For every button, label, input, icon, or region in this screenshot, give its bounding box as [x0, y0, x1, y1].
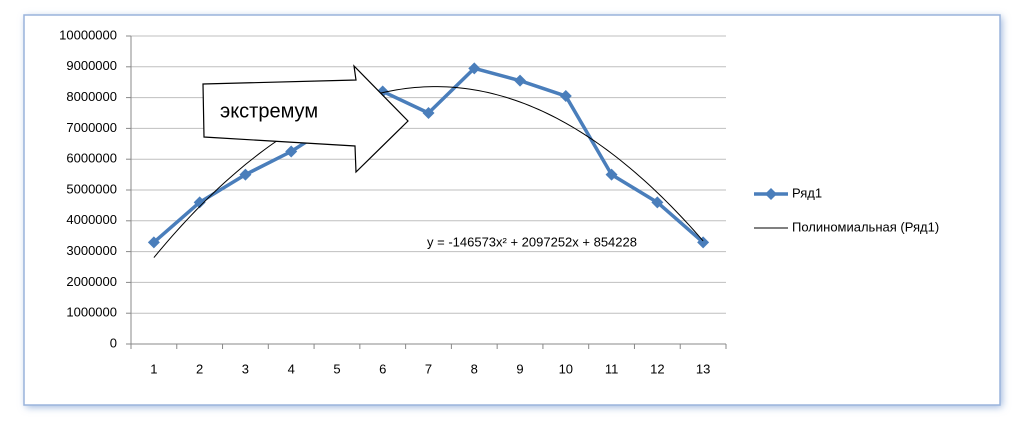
legend-label: Ряд1 [792, 185, 822, 200]
data-point [468, 62, 481, 75]
x-tick-label: 5 [333, 361, 340, 376]
data-point [239, 168, 252, 181]
x-tick-label: 11 [605, 361, 619, 376]
data-point [559, 90, 572, 103]
chart-frame [23, 14, 1001, 406]
y-tick-label: 3000000 [66, 243, 117, 258]
plot-area: 0 1000000 2000000 3000000 4000000 5000000 6000… [59, 27, 939, 376]
x-tick-label: 6 [379, 361, 386, 376]
data-point [422, 107, 435, 119]
y-tick-label: 9000000 [66, 58, 117, 73]
y-tick-label: 8000000 [66, 89, 117, 104]
data-point [651, 196, 664, 209]
y-tick-label: 4000000 [66, 212, 117, 227]
y-tick-label: 0 [110, 335, 117, 350]
annotation-text: экстремум [220, 100, 318, 122]
data-point [193, 196, 206, 209]
x-tick-label: 8 [471, 361, 478, 376]
data-point [697, 236, 710, 249]
y-tick-label: 7000000 [66, 120, 117, 135]
y-tick-label: 10000000 [59, 27, 117, 42]
legend-marker [765, 188, 777, 200]
x-tick-label: 3 [242, 361, 249, 376]
x-tick-label: 10 [559, 361, 573, 376]
data-point [514, 74, 527, 87]
y-tick-label: 5000000 [66, 181, 117, 196]
y-tick-label: 2000000 [66, 274, 117, 289]
y-tick-label: 1000000 [66, 305, 117, 320]
x-tick-label: 1 [150, 361, 157, 376]
data-point [605, 168, 618, 181]
data-point [147, 236, 160, 249]
data-point [285, 145, 298, 158]
x-tick-label: 4 [288, 361, 295, 376]
y-tick-label: 6000000 [66, 151, 117, 166]
trendline-equation: y = -146573x² + 2097252x + 854228 [427, 234, 637, 249]
x-tick-label: 9 [516, 361, 523, 376]
trendline [153, 86, 704, 258]
legend-label: Полиномиальная (Ряд1) [792, 219, 939, 234]
x-tick-label: 7 [425, 361, 432, 376]
legend: Ряд1 Полиномиальная (Ряд1) [754, 185, 939, 234]
x-tick-label: 12 [650, 361, 664, 376]
x-tick-label: 2 [196, 361, 203, 376]
annotation-arrow [202, 64, 409, 174]
x-tick-label: 13 [696, 361, 710, 376]
